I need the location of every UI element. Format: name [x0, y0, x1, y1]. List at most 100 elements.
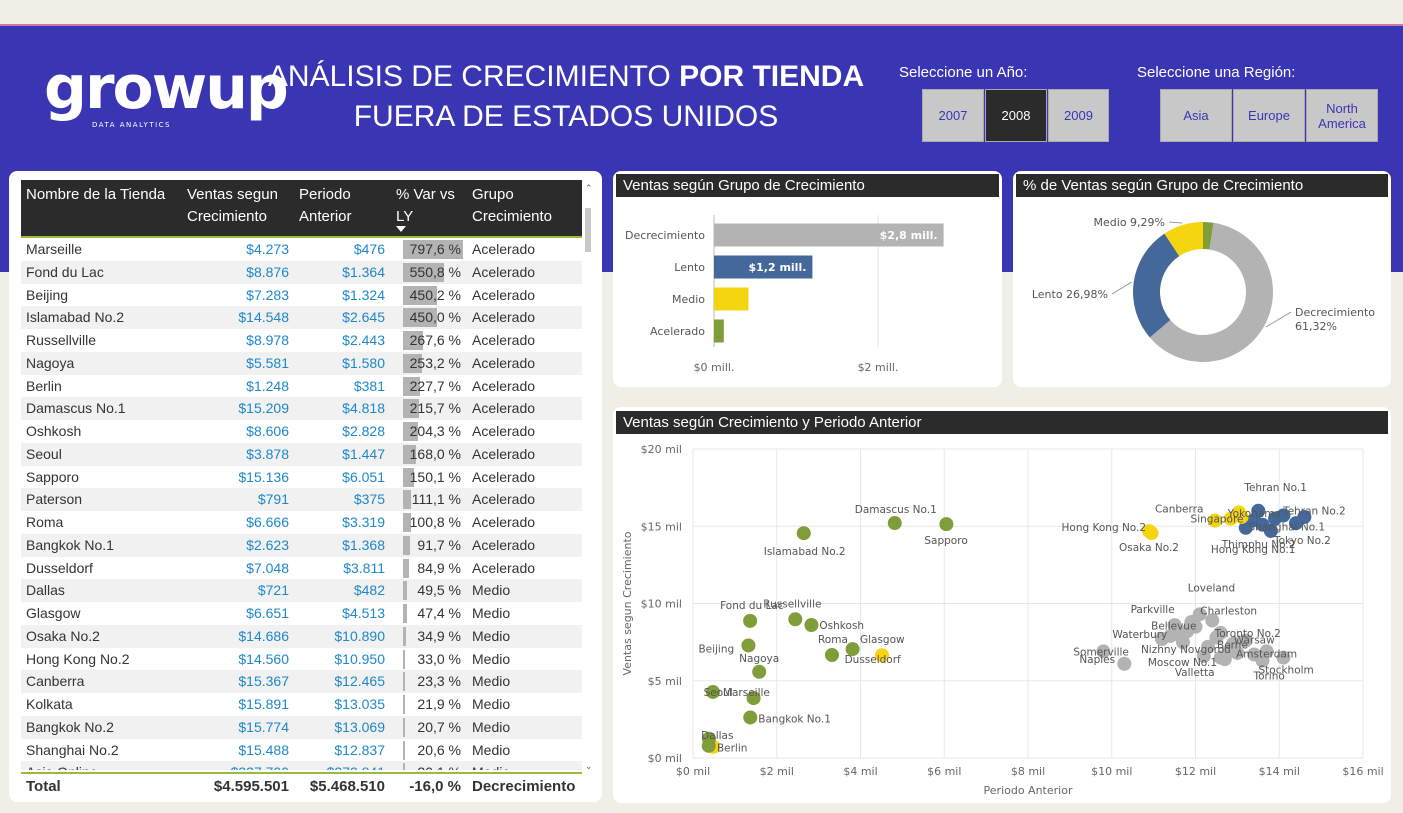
scatter-point[interactable] — [1238, 633, 1253, 648]
scatter-point[interactable] — [804, 618, 819, 633]
pct-databar — [403, 240, 463, 259]
table-row[interactable]: Paterson $791 $375 111,1 % Acelerado — [21, 488, 582, 511]
table-row[interactable]: Kolkata $15.891 $13.035 21,9 % Medio — [21, 693, 582, 716]
scatter-point[interactable] — [824, 648, 839, 663]
scatter-point[interactable] — [705, 684, 720, 699]
scatter-point[interactable] — [1230, 645, 1245, 660]
scatter-point[interactable] — [1184, 615, 1199, 630]
scatter-point[interactable] — [1096, 644, 1111, 659]
scatter-point[interactable] — [1117, 656, 1132, 671]
table-row[interactable]: Asia Online $327.700 $272.841 20,1 % Medio — [21, 761, 582, 770]
scatter-point[interactable] — [939, 517, 954, 532]
scatter-point[interactable] — [1144, 526, 1159, 541]
scatter-point[interactable] — [887, 516, 902, 531]
scatter-point[interactable] — [1276, 650, 1291, 665]
donut-slice-lento[interactable] — [1133, 233, 1180, 338]
table-row[interactable]: Bangkok No.1 $2.623 $1.368 91,7 % Acelerado — [21, 533, 582, 557]
donut-slice-medio[interactable] — [1164, 222, 1203, 257]
cell-store-name: Bangkok No.1 — [26, 536, 114, 553]
table-row[interactable]: Seoul $3.878 $1.447 168,0 % Acelerado — [21, 442, 582, 466]
bar-medio[interactable] — [714, 287, 749, 311]
table-row[interactable]: Fond du Lac $8.876 $1.364 550,8 % Acelerado — [21, 260, 582, 284]
scatter-point[interactable] — [1209, 630, 1224, 645]
table-row[interactable]: Damascus No.1 $15.209 $4.818 215,7 % Acelera… — [21, 397, 582, 420]
table-row[interactable]: Marseille $4.273 $476 797,6 % Acelerado — [21, 238, 582, 261]
year-button-2009[interactable]: 2009 — [1048, 89, 1109, 142]
scatter-point[interactable] — [1171, 627, 1186, 642]
table-row[interactable]: Osaka No.2 $14.686 $10.890 34,9 % Medio — [21, 624, 582, 648]
scroll-down-icon[interactable]: ⌄ — [585, 762, 593, 772]
cell-store-name: Beijing — [26, 286, 69, 303]
table-row[interactable]: Nagoya $5.581 $1.580 253,2 % Acelerado — [21, 351, 582, 375]
scatter-point[interactable] — [1207, 513, 1222, 528]
pct-databar — [403, 558, 410, 578]
table-row[interactable]: Hong Kong No.2 $14.560 $10.950 33,0 % Medio — [21, 648, 582, 671]
table-row[interactable]: Sapporo $15.136 $6.051 150,1 % Acelerado — [21, 466, 582, 489]
cell-sales: $8.606 — [246, 423, 289, 439]
year-button-2007[interactable]: 2007 — [922, 89, 984, 142]
scatter-point[interactable] — [746, 691, 761, 706]
region-button-north-america[interactable]: North America — [1306, 89, 1378, 142]
scatter-point[interactable] — [1276, 508, 1291, 523]
scatter-point[interactable] — [1201, 639, 1216, 654]
table-row[interactable]: Canberra $15.367 $12.465 23,3 % Medio — [21, 670, 582, 693]
scatter-point[interactable] — [701, 738, 716, 753]
bar-category-label: Lento — [674, 261, 705, 274]
scatter-point[interactable] — [1259, 644, 1274, 659]
scatter-point[interactable] — [743, 710, 758, 725]
scatter-point[interactable] — [1155, 632, 1169, 647]
table-row[interactable]: Beijing $7.283 $1.324 450,2 % Acelerado — [21, 284, 582, 307]
col-group[interactable]: Grupo Crecimiento — [472, 186, 553, 225]
scatter-point[interactable] — [874, 648, 889, 663]
table-row[interactable]: Roma $6.666 $3.319 100,8 % Acelerado — [21, 511, 582, 534]
table-row[interactable]: Bangkok No.2 $15.774 $13.069 20,7 % Medio — [21, 715, 582, 739]
cell-previous: $272.841 — [327, 761, 385, 770]
scatter-point[interactable] — [743, 613, 758, 628]
scatter-point[interactable] — [1213, 650, 1228, 665]
bar-lento[interactable] — [714, 255, 813, 279]
col-previous[interactable]: Periodo Anterior — [299, 186, 352, 225]
total-group: Decrecimiento — [472, 778, 576, 795]
col-store-name[interactable]: Nombre de la Tienda — [26, 186, 166, 203]
region-button-asia[interactable]: Asia — [1160, 89, 1232, 142]
table-row[interactable]: Islamabad No.2 $14.548 $2.645 450,0 % Aceler… — [21, 306, 582, 329]
scatter-point[interactable] — [1234, 509, 1249, 524]
scatter-point-label: Valletta — [1175, 667, 1215, 679]
donut-slice-decrecimiento[interactable] — [1149, 222, 1273, 362]
table-row[interactable]: Oshkosh $8.606 $2.828 204,3 % Acelerado — [21, 420, 582, 443]
scatter-point[interactable] — [1205, 613, 1220, 628]
scatter-point[interactable] — [788, 612, 803, 627]
table-row[interactable]: Dusseldorf $7.048 $3.811 84,9 % Acelerado — [21, 557, 582, 580]
cell-store-name: Paterson — [26, 491, 83, 508]
bar-decrecimiento[interactable] — [714, 223, 944, 247]
scatter-point[interactable] — [1263, 523, 1278, 538]
cell-store-name: Oshkosh — [26, 423, 82, 439]
donut-slice-acelerado[interactable] — [1203, 222, 1214, 250]
table-row[interactable]: Glasgow $6.651 $4.513 47,4 % Medio — [21, 602, 582, 625]
scatter-point[interactable] — [1297, 509, 1312, 524]
year-button-2008[interactable]: 2008 — [985, 89, 1047, 142]
scroll-up-icon[interactable]: ⌃ — [585, 184, 593, 194]
scatter-point[interactable] — [796, 526, 811, 541]
table-row[interactable]: Dallas $721 $482 49,5 % Medio — [21, 579, 582, 602]
scatter-point[interactable] — [752, 664, 767, 679]
region-button-europe[interactable]: Europe — [1233, 89, 1305, 142]
bar-acelerado[interactable] — [714, 319, 724, 343]
cell-pct-var: 253,2 % — [409, 354, 461, 371]
scatter-point-label: Berlin — [717, 743, 747, 755]
sort-desc-icon[interactable] — [396, 226, 406, 232]
table-scrollbar[interactable]: ⌃ ⌄ — [584, 184, 594, 774]
table-row[interactable]: Shanghai No.2 $15.488 $12.837 20,6 % Medio — [21, 739, 582, 762]
table-row[interactable]: Russellville $8.978 $2.443 267,6 % Acelerado — [21, 329, 582, 352]
table-row[interactable]: Berlin $1.248 $381 227,7 % Acelerado — [21, 375, 582, 398]
col-pct-var[interactable]: % Var vs LY — [396, 186, 455, 225]
donut-slice-label: Decrecimiento 61,32% — [1295, 306, 1375, 333]
scatter-point[interactable] — [845, 642, 860, 657]
col-sales[interactable]: Ventas segun Crecimiento — [187, 186, 278, 225]
total-pct: -16,0 % — [409, 778, 461, 795]
scatter-point[interactable] — [1247, 513, 1262, 528]
scatter-point[interactable] — [741, 638, 756, 653]
cell-previous: $13.069 — [334, 718, 385, 735]
scrollbar-thumb[interactable] — [585, 208, 591, 252]
scatter-point[interactable] — [1223, 511, 1238, 526]
